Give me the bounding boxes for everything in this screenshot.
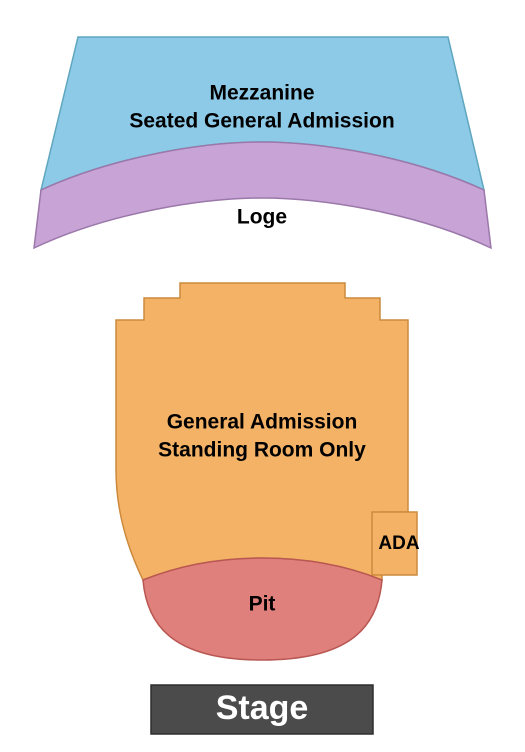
label-ga-line1: General Admission: [167, 411, 358, 434]
label-ga-line2: Standing Room Only: [158, 439, 366, 462]
label-mezzanine-line1: Mezzanine: [209, 82, 314, 105]
label-ada: ADA: [378, 533, 419, 554]
seating-chart: Mezzanine Seated General Admission Loge …: [0, 0, 525, 752]
label-mezzanine-line2: Seated General Admission: [129, 110, 394, 133]
label-stage: Stage: [216, 689, 309, 727]
label-pit: Pit: [249, 593, 276, 616]
label-loge: Loge: [237, 206, 287, 229]
